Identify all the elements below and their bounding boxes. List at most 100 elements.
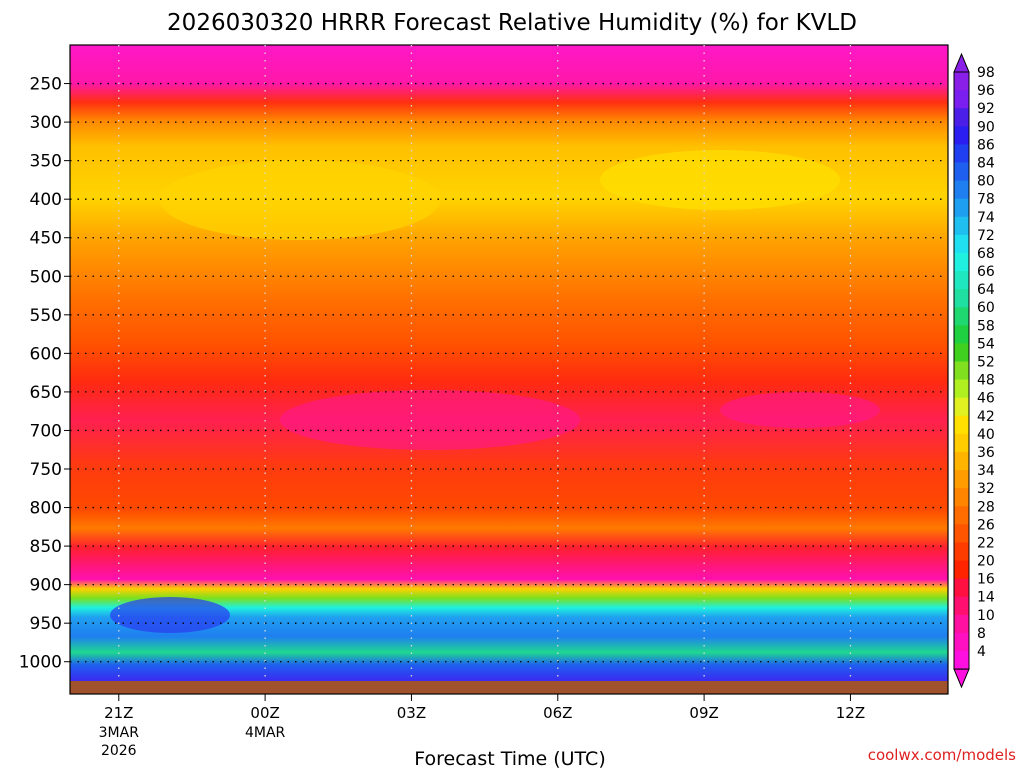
y-tick-label: 700 <box>30 421 62 441</box>
colorbar-label: 48 <box>977 373 995 389</box>
x-tick-label: 09Z <box>689 704 718 722</box>
credit-text: coolwx.com/models <box>868 746 1016 764</box>
colorbar-swatch <box>954 542 969 562</box>
colorbar-swatch <box>954 397 969 417</box>
y-tick-label: 950 <box>30 614 62 634</box>
colorbar <box>953 52 970 689</box>
colorbar-label: 74 <box>977 210 995 226</box>
x-tick-label: 06Z <box>543 704 572 722</box>
colorbar-swatch <box>954 180 969 200</box>
plot-border <box>69 44 949 695</box>
pink-pocket-mid-right <box>720 392 880 428</box>
y-tick-label: 400 <box>30 190 62 210</box>
colorbar-swatch <box>954 343 969 362</box>
pink-pocket-mid <box>280 390 580 450</box>
colorbar-swatch <box>954 433 969 453</box>
colorbar-label: 64 <box>977 282 995 298</box>
colorbar-label: 52 <box>977 355 995 371</box>
colorbar-swatch <box>954 198 969 218</box>
colorbar-label: 10 <box>977 608 995 624</box>
x-tick-date: 3MAR <box>99 725 140 741</box>
colorbar-swatch <box>954 108 969 127</box>
colorbar-swatch <box>954 632 969 652</box>
x-tick-label: 21Z <box>104 704 133 722</box>
colorbar-swatch <box>954 651 969 670</box>
chart-title: 2026030320 HRRR Forecast Relative Humidi… <box>167 10 857 36</box>
colorbar-swatch <box>954 361 969 381</box>
colorbar-label: 54 <box>977 336 995 352</box>
colorbar-swatch <box>954 524 969 543</box>
colorbar-label: 78 <box>977 192 995 208</box>
colorbar-label: 36 <box>977 445 995 461</box>
y-tick-label: 800 <box>30 499 62 519</box>
colorbar-swatch <box>954 144 969 163</box>
dry-pocket-upper-right <box>600 150 840 210</box>
y-tick-label: 350 <box>30 152 62 172</box>
x-tick-label: 03Z <box>397 704 426 722</box>
colorbar-label: 26 <box>977 517 995 533</box>
colorbar-label: 42 <box>977 409 995 425</box>
colorbar-swatch <box>954 216 969 236</box>
colorbar-label: 46 <box>977 391 995 407</box>
humidity-field <box>70 45 948 681</box>
colorbar-label: 90 <box>977 119 995 135</box>
colorbar-swatch <box>954 578 969 598</box>
colorbar-label: 34 <box>977 463 995 479</box>
colorbar-label: 80 <box>977 174 995 190</box>
moist-pocket-low <box>110 597 230 633</box>
colorbar-swatch <box>954 271 969 290</box>
y-tick-label: 600 <box>30 344 62 364</box>
x-axis: 21Z 3MAR 2026 00Z 4MAR 03Z 06Z 09Z 12Z <box>99 694 865 759</box>
colorbar-label: 32 <box>977 481 995 497</box>
colorbar-label: 84 <box>977 155 995 171</box>
y-tick-label: 550 <box>30 306 62 326</box>
colorbar-label: 92 <box>977 101 995 117</box>
colorbar-swatch <box>954 234 969 254</box>
y-tick-label: 1000 <box>19 653 62 673</box>
y-tick-label: 900 <box>30 576 62 596</box>
x-tick-label: 00Z <box>250 704 279 722</box>
y-tick-label: 650 <box>30 383 62 403</box>
colorbar-label: 86 <box>977 137 995 153</box>
colorbar-top-arrow <box>953 52 970 73</box>
colorbar-swatch <box>954 90 969 109</box>
y-tick-label: 500 <box>30 267 62 287</box>
colorbar-swatch <box>954 252 969 272</box>
colorbar-swatch <box>954 415 969 435</box>
colorbar-swatch <box>954 470 969 489</box>
colorbar-label: 96 <box>977 83 995 99</box>
colorbar-swatch <box>954 488 969 507</box>
colorbar-swatch <box>954 325 969 344</box>
colorbar-swatch <box>954 307 969 326</box>
y-tick-label: 450 <box>30 229 62 249</box>
y-tick-label: 300 <box>30 113 62 133</box>
colorbar-swatch <box>954 72 969 91</box>
x-axis-label: Forecast Time (UTC) <box>414 748 605 768</box>
colorbar-swatch <box>954 614 969 634</box>
colorbar-label: 8 <box>977 626 986 642</box>
colorbar-label: 28 <box>977 499 995 515</box>
y-tick-label: 850 <box>30 537 62 557</box>
colorbar-label: 4 <box>977 644 986 660</box>
dry-pocket-upper <box>160 160 440 240</box>
colorbar-label: 66 <box>977 264 995 280</box>
colorbar-labels: 9896929086848078747268666460585452484642… <box>977 65 995 660</box>
colorbar-border <box>953 71 970 670</box>
colorbar-swatch <box>954 506 969 525</box>
colorbar-label: 40 <box>977 427 995 443</box>
colorbar-label: 98 <box>977 65 995 81</box>
colorbar-label: 72 <box>977 228 995 244</box>
colorbar-label: 58 <box>977 318 995 334</box>
y-tick-label: 250 <box>30 75 62 95</box>
colorbar-label: 22 <box>977 535 995 551</box>
colorbar-label: 68 <box>977 246 995 262</box>
colorbar-label: 16 <box>977 572 995 588</box>
colorbar-swatch <box>954 289 969 308</box>
x-tick-label: 12Z <box>836 704 865 722</box>
colorbar-swatch <box>954 451 969 471</box>
x-tick-year: 2026 <box>101 743 137 759</box>
plot-area <box>69 44 949 695</box>
x-tick-date: 4MAR <box>245 725 286 741</box>
colorbar-bottom-arrow <box>953 668 970 689</box>
